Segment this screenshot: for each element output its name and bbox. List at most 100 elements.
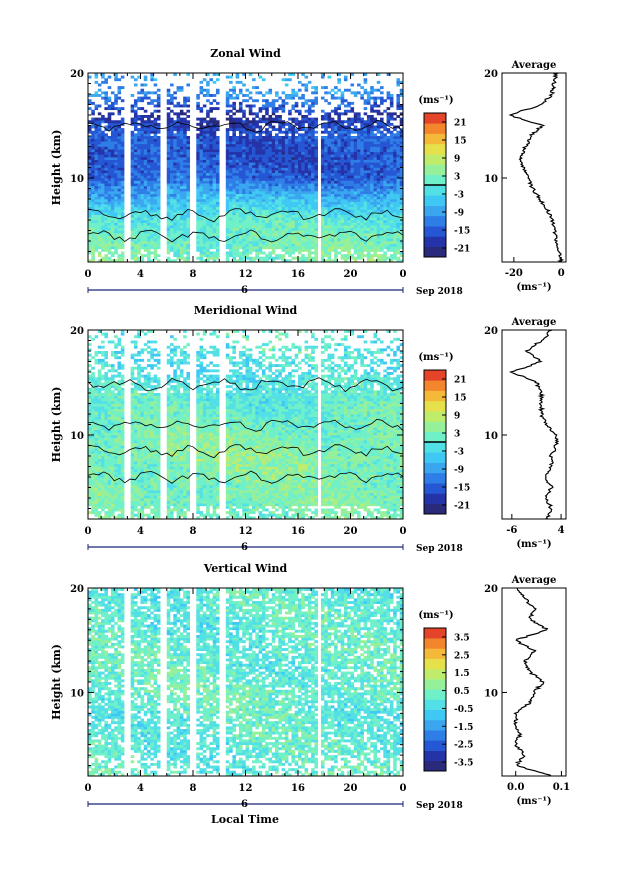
heatmap-cell	[370, 204, 374, 208]
heatmap-cell	[133, 141, 138, 145]
heatmap-cell	[343, 175, 348, 179]
heatmap-cell	[393, 238, 397, 242]
heatmap-cell	[232, 220, 236, 223]
heatmap-cell	[360, 120, 364, 124]
heatmap-cell	[363, 107, 368, 111]
heatmap-cell	[278, 196, 282, 200]
heatmap-cell	[330, 209, 335, 213]
heatmap-cell	[324, 222, 328, 226]
heatmap-cell	[386, 185, 391, 189]
heatmap-cell	[147, 151, 151, 155]
heatmap-cell	[363, 175, 368, 179]
heatmap-cell	[140, 220, 145, 223]
heatmap-cell	[153, 185, 158, 189]
heatmap-cell	[202, 183, 207, 187]
heatmap-cell	[97, 222, 102, 226]
heatmap-cell	[114, 172, 118, 176]
heatmap-cell	[206, 254, 210, 258]
heatmap-cell	[140, 201, 145, 205]
heatmap-cell	[347, 227, 351, 231]
heatmap-cell	[275, 164, 279, 168]
heatmap-cell	[114, 178, 118, 181]
heatmap-cell	[196, 157, 200, 160]
heatmap-cell	[311, 206, 315, 210]
heatmap-cell	[170, 149, 174, 153]
heatmap-cell	[304, 154, 309, 158]
heatmap-cell	[366, 199, 371, 202]
heatmap-cell	[301, 243, 305, 247]
heatmap-cell	[347, 225, 351, 229]
heatmap-cell	[110, 251, 115, 255]
heatmap-cell	[225, 251, 230, 255]
heatmap-cell	[393, 133, 397, 137]
heatmap-cell	[347, 241, 351, 244]
heatmap-cell	[298, 128, 302, 132]
heatmap-cell	[360, 209, 364, 213]
heatmap-cell	[327, 136, 332, 139]
heatmap-cell	[350, 214, 355, 218]
heatmap-cell	[199, 206, 204, 210]
heatmap-cell	[97, 185, 102, 189]
heatmap-cell	[320, 154, 325, 158]
heatmap-cell	[88, 149, 92, 153]
heatmap-cell	[215, 243, 220, 247]
heatmap-cell	[120, 128, 125, 132]
heatmap-cell	[366, 99, 371, 103]
heatmap-cell	[229, 199, 233, 202]
heatmap-cell	[340, 246, 345, 250]
heatmap-cell	[101, 133, 105, 137]
heatmap-cell	[357, 196, 361, 200]
heatmap-cell	[94, 201, 99, 205]
heatmap-cell	[110, 238, 115, 242]
heatmap-cell	[347, 183, 351, 187]
heatmap-cell	[347, 141, 351, 145]
heatmap-cell	[140, 151, 145, 155]
heatmap-cell	[235, 122, 240, 126]
heatmap-cell	[327, 199, 332, 202]
heatmap-cell	[386, 146, 391, 150]
heatmap-cell	[373, 235, 378, 239]
heatmap-cell	[252, 220, 256, 223]
heatmap-cell	[206, 120, 210, 124]
heatmap-cell	[258, 185, 263, 189]
heatmap-cell	[288, 157, 292, 160]
heatmap-cell	[360, 217, 364, 221]
heatmap-cell	[396, 188, 401, 192]
heatmap-cell	[383, 225, 387, 229]
heatmap-cell	[245, 170, 250, 174]
heatmap-cell	[386, 73, 391, 76]
heatmap-cell	[212, 259, 217, 263]
heatmap-cell	[245, 149, 250, 153]
heatmap-cell	[238, 204, 243, 208]
heatmap-cell	[166, 99, 171, 103]
heatmap-cell	[311, 246, 315, 250]
heatmap-cell	[147, 96, 151, 100]
heatmap-cell	[196, 96, 200, 100]
heatmap-cell	[334, 185, 338, 189]
heatmap-cell	[330, 157, 335, 160]
heatmap-cell	[150, 222, 154, 226]
heatmap-cell	[261, 235, 266, 239]
heatmap-cell	[137, 214, 141, 218]
heatmap-cell	[350, 170, 355, 174]
heatmap-cell	[235, 96, 240, 100]
heatmap-cell	[363, 185, 368, 189]
heatmap-cell	[114, 73, 118, 76]
heatmap-cell	[170, 212, 174, 216]
heatmap-cell	[209, 233, 213, 237]
heatmap-cell	[366, 96, 371, 100]
heatmap-cell	[314, 191, 318, 195]
heatmap-cell	[248, 125, 253, 129]
heatmap-cell	[245, 193, 250, 197]
heatmap-cell	[275, 243, 279, 247]
heatmap-cell	[242, 256, 246, 260]
heatmap-cell	[94, 91, 99, 95]
heatmap-cell	[107, 220, 112, 223]
heatmap-cell	[320, 256, 325, 260]
heatmap-cell	[327, 251, 332, 255]
heatmap-cell	[330, 146, 335, 150]
heatmap-cell	[137, 128, 141, 132]
heatmap-cell	[88, 178, 92, 181]
heatmap-cell	[271, 214, 276, 218]
heatmap-cell	[140, 246, 145, 250]
